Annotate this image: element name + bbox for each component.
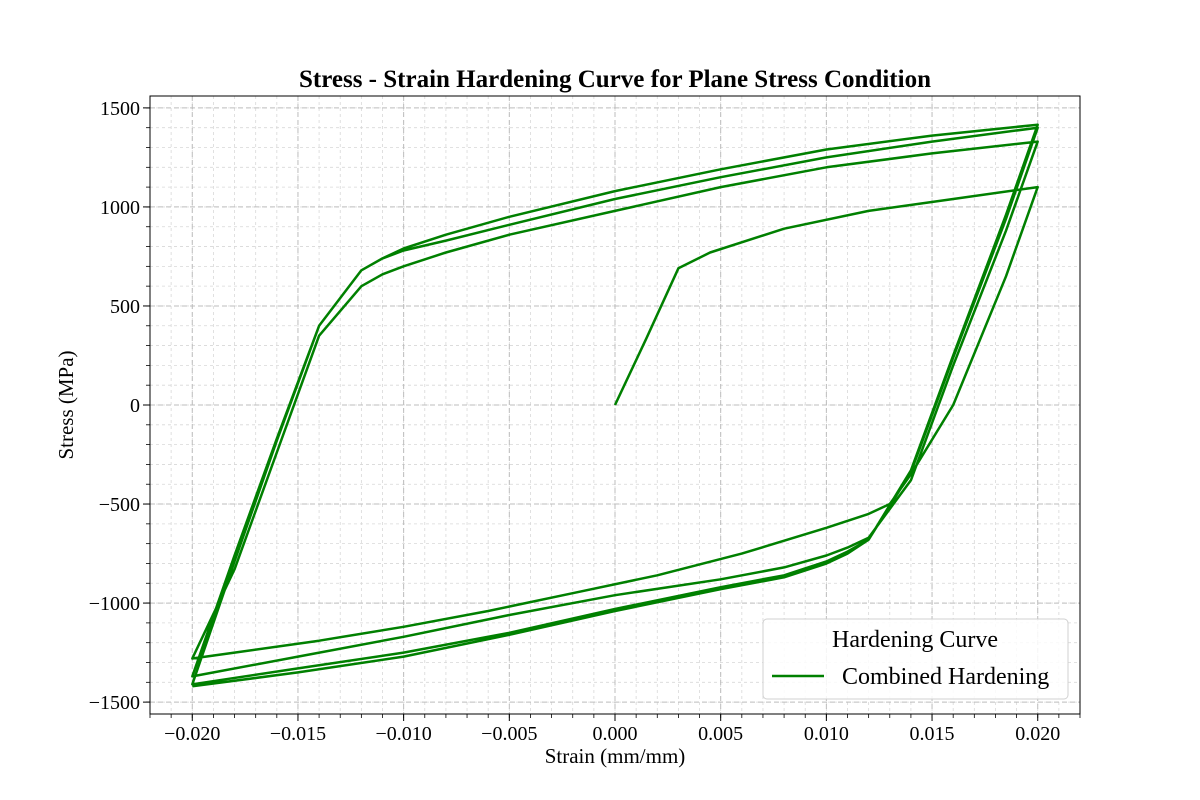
series-line-combined-hardening [191, 123, 1039, 688]
y-axis-label: Stress (MPa) [54, 350, 78, 459]
x-tick-label: 0.020 [1015, 723, 1060, 745]
chart-title: Stress - Strain Hardening Curve for Plan… [299, 66, 931, 93]
x-axis-label: Strain (mm/mm) [545, 744, 686, 768]
x-tick-label: 0.010 [804, 723, 849, 745]
y-tick-label: −1500 [89, 692, 140, 714]
y-tick-label: −1000 [89, 593, 140, 615]
ticks: −0.020 −0.015 −0.010 −0.005 0.000 0.005 0.010 0… [89, 98, 1081, 745]
y-tick-label: 1000 [100, 197, 140, 219]
y-tick-label: 1500 [100, 98, 140, 120]
y-tick-label: −500 [99, 494, 140, 516]
legend-entry-label: Combined Hardening [842, 664, 1049, 690]
x-tick-label: −0.020 [164, 723, 220, 745]
y-tick-label: 500 [110, 296, 140, 318]
x-tick-label: −0.005 [481, 723, 537, 745]
x-tick-label: 0.005 [698, 723, 743, 745]
x-tick-label: 0.015 [910, 723, 955, 745]
legend-box [762, 618, 1069, 700]
series-layer [191, 123, 1039, 688]
x-tick-label: −0.010 [375, 723, 431, 745]
x-tick-label: 0.000 [593, 723, 638, 745]
grid [149, 96, 1081, 714]
legend-title: Hardening Curve [832, 627, 998, 653]
legend: Hardening Curve Combined Hardening [762, 618, 1069, 700]
x-tick-label: −0.015 [270, 723, 326, 745]
y-tick-label: 0 [130, 395, 140, 417]
